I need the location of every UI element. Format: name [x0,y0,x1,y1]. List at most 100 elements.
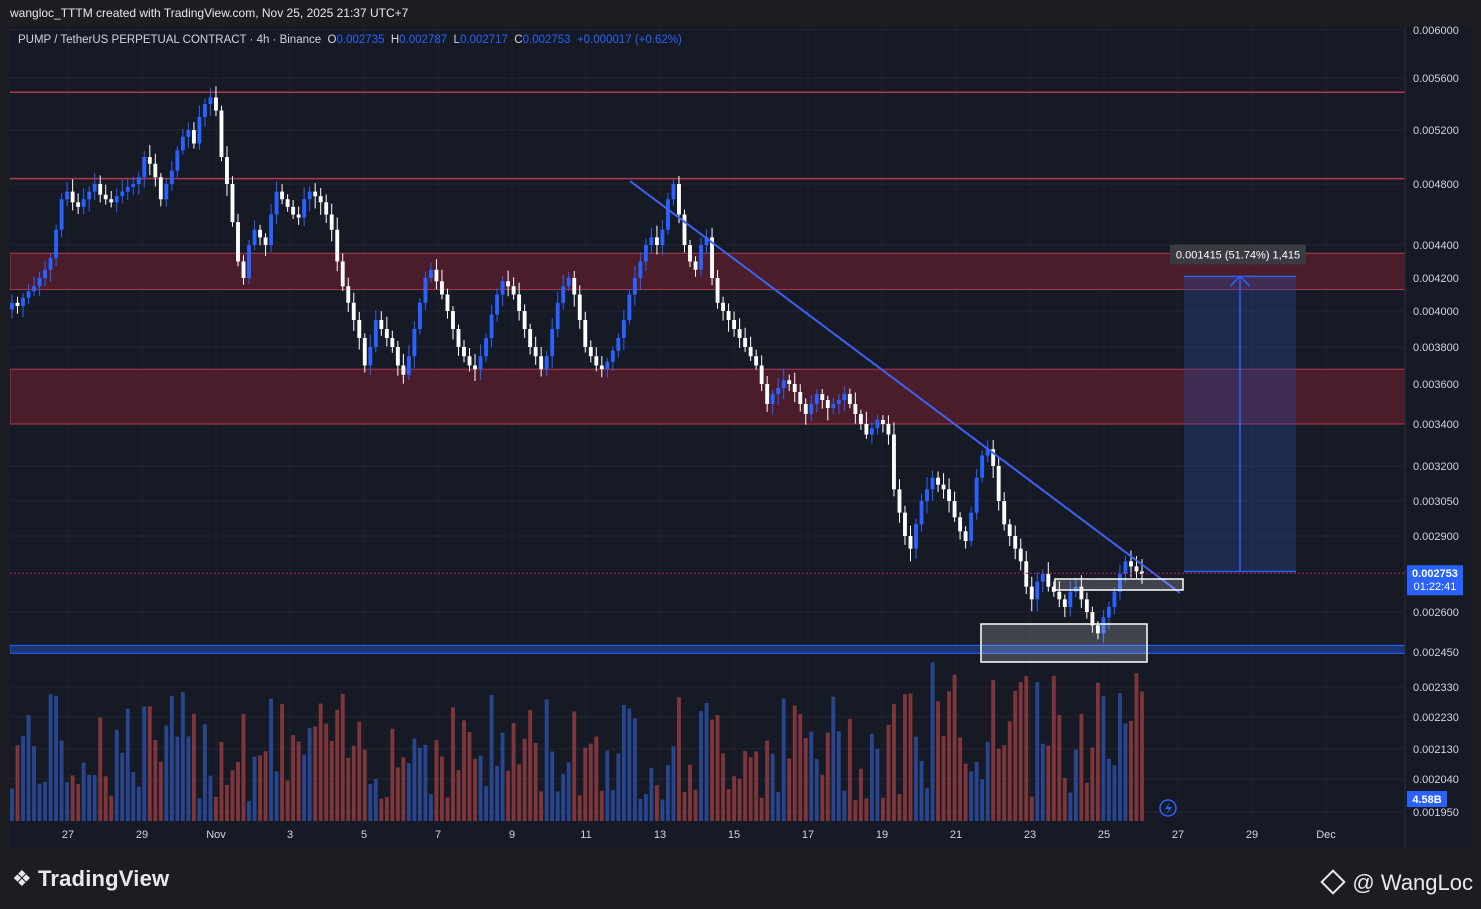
candle-body [291,206,296,215]
volume-bar [1134,673,1139,821]
candle-body [473,365,477,370]
volume-bar [10,788,14,821]
candle-body [803,404,808,414]
volume-bar [379,798,384,821]
volume-bar [1129,720,1133,821]
volume-bar [417,747,422,821]
candle-body [252,229,257,245]
volume-bar [440,756,444,821]
candle-body [412,329,417,357]
candle-body [666,199,670,230]
volume-bar [892,703,896,821]
candle-body [114,196,119,203]
x-tick-label: 29 [1246,829,1258,841]
volume-bar [37,783,42,821]
volume-bar [500,732,505,821]
price-chart[interactable]: 0.001415 (51.74%) 1,415 27 29 Nov 3 5 7 9 11 13 1… [9,25,1471,848]
volume-bar [43,781,48,821]
candle-body [621,320,626,338]
volume-bar [781,698,786,821]
volume-label: 4.58B [1412,794,1441,806]
candle-body [43,269,48,278]
volume-bar [153,740,158,821]
volume-bar [291,734,296,821]
candle-body [87,191,92,200]
candle-body [76,202,81,207]
volume-bar [1084,782,1089,821]
candle-body [941,484,946,490]
candle-body [632,278,637,295]
candle-body [313,191,318,197]
candle-body [688,245,692,262]
close-label: C [514,34,523,46]
chart-area[interactable]: 0.001415 (51.74%) 1,415 27 29 Nov 3 5 7 9 11 13 1… [9,25,1471,848]
candle-body [1118,574,1122,592]
candle-body [26,291,31,298]
candle-body [280,191,285,200]
volume-bar [362,749,367,821]
candle-body [842,394,847,400]
volume-bar [991,679,996,821]
candle-body [368,347,373,366]
volume-bar [357,721,362,821]
candle-body [864,424,869,435]
zone-resistance-mid [9,368,1406,425]
candle-body [925,489,929,501]
candle-body [693,261,698,270]
candle-body [726,311,731,320]
candle-body [390,338,395,347]
candle-body [566,278,571,287]
volume-bar [588,743,593,821]
footer-bar: ❖ TradingView @ WangLoc [0,852,1481,909]
candle-body [721,302,726,311]
volume-bar [599,790,604,821]
y-tick-label: 0.003800 [1413,342,1459,354]
candle-body [1002,501,1007,525]
volume-bar [974,761,979,821]
volume-bar [539,791,544,821]
candle-body [869,428,874,435]
change-value: +0.000017 (+0.62%) [576,34,682,46]
candle-body [142,157,147,178]
candle-body [858,414,863,424]
candle-body [1123,561,1128,574]
candle-body [70,191,75,203]
candle-body [318,196,323,203]
volume-bar [1112,765,1117,821]
volume-bar [671,746,676,821]
candle-body [164,184,169,200]
watermark-text: @ WangLoc [1352,870,1473,895]
candle-body [770,394,775,404]
candle-body [880,420,885,424]
candle-body [1018,548,1023,562]
candle-body [732,320,737,329]
y-tick-label: 0.003200 [1413,461,1459,473]
volume-bar [26,715,31,821]
volume-bar [693,789,698,821]
candle-body [776,388,781,394]
candle-body [715,278,720,303]
candle-body [704,237,709,245]
candle-body [54,229,59,259]
volume-bar [1046,745,1051,821]
candle-body [236,222,240,262]
volume-bar [59,740,64,821]
volume-bar [605,750,610,821]
candle-body [373,320,378,347]
tradingview-logo[interactable]: ❖ TradingView [12,866,169,892]
volume-bar [340,693,345,821]
volume-bar [732,776,737,821]
candle-body [594,356,599,366]
candle-body [98,184,103,195]
volume-bar [236,761,240,821]
volume-bar [109,795,114,821]
candle-body [627,294,632,320]
candle-body [241,261,246,278]
candle-body [335,229,340,262]
volume-bar [125,708,130,821]
candle-body [197,117,202,144]
volume-bar [467,731,472,821]
volume-bar [522,738,527,821]
candle-body [186,130,191,137]
candle-body [269,214,274,245]
